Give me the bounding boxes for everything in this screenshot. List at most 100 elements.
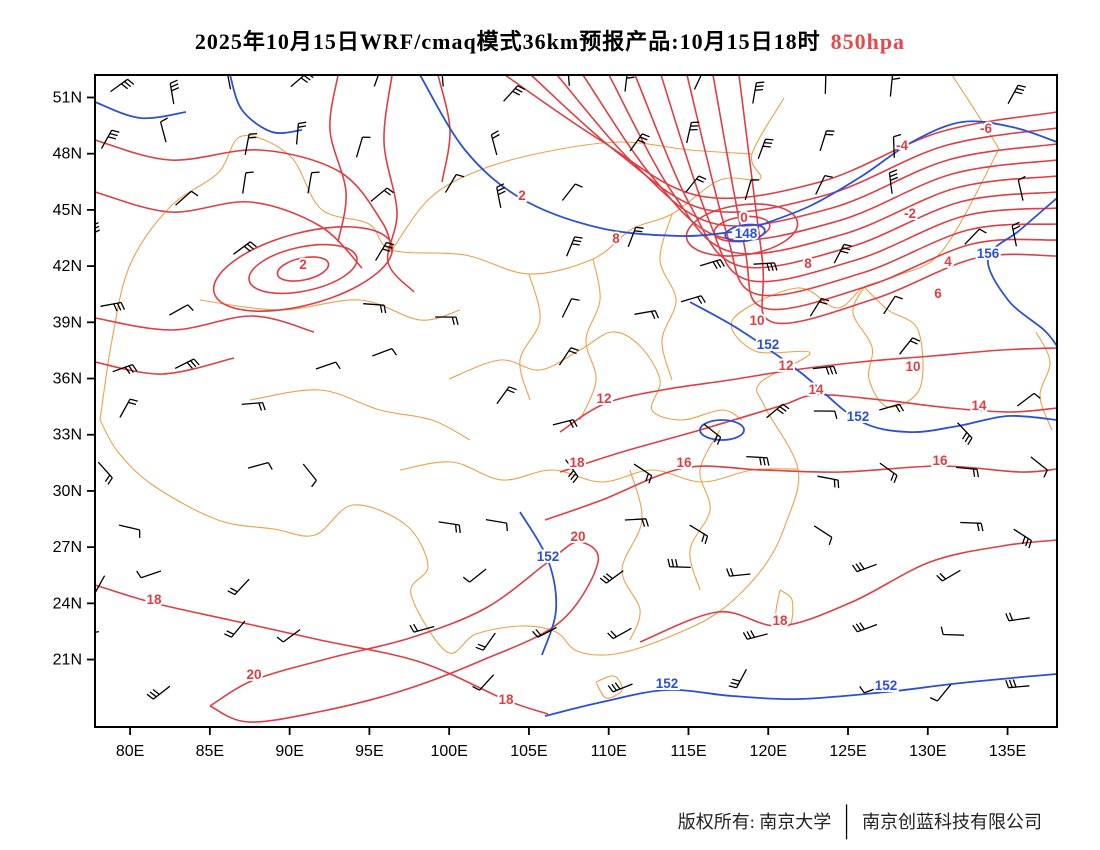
- wind-barb: [833, 243, 852, 264]
- wind-barb: [276, 629, 301, 643]
- temperature-contour-label: 16: [676, 455, 692, 470]
- wind-barb: [883, 295, 903, 315]
- x-axis-label: 120E: [750, 743, 787, 760]
- wind-barb: [817, 475, 840, 489]
- temperature-contour-label: 14: [971, 398, 987, 413]
- wind-barb: [757, 138, 774, 160]
- wind-barb: [940, 626, 965, 636]
- height-contours: [95, 75, 1057, 717]
- wind-barb: [624, 518, 649, 527]
- wind-barb: [373, 75, 380, 87]
- x-axis-label: 100E: [430, 743, 467, 760]
- height-contour-label: 148: [735, 226, 758, 241]
- y-axis-label: 48N: [53, 146, 82, 163]
- y-axis-label: 39N: [53, 314, 82, 331]
- temperature-contour-label: 0: [740, 210, 748, 225]
- wind-barb: [110, 78, 135, 93]
- wind-barb: [438, 521, 461, 534]
- y-axis-label: 21N: [53, 652, 82, 669]
- wind-barb: [634, 310, 660, 319]
- temperature-contour-label: 6: [934, 286, 942, 301]
- wind-barb: [746, 455, 770, 466]
- axis-ticks: [87, 96, 1009, 735]
- x-axis-label: 115E: [670, 743, 706, 760]
- wind-barb: [100, 129, 120, 149]
- temperature-contour-label: 2: [518, 188, 526, 203]
- wind-barb: [532, 626, 557, 638]
- x-axis-label: 130E: [909, 743, 946, 760]
- wind-barb: [1013, 528, 1033, 549]
- wind-barb: [879, 462, 898, 484]
- copyright-company: 南京创蓝科技有限公司: [862, 812, 1042, 832]
- copyright-owner: 版权所有: 南京大学: [677, 812, 832, 832]
- wind-barb: [851, 562, 877, 573]
- wind-barb: [1007, 84, 1026, 105]
- wind-barb: [159, 117, 168, 143]
- temperature-contour-label: 18: [772, 613, 788, 628]
- wind-barb: [409, 623, 435, 633]
- wind-barb: [700, 258, 725, 270]
- x-axis-label: 90E: [275, 743, 303, 760]
- wind-barb: [685, 175, 707, 193]
- y-axis-label: 36N: [53, 371, 82, 388]
- temperature-contour-label: -4: [896, 138, 908, 153]
- wind-barb: [227, 75, 232, 90]
- y-axis-label: 27N: [53, 539, 82, 556]
- wind-barb: [809, 297, 830, 317]
- wind-barb: [295, 121, 307, 145]
- wind-barb: [169, 79, 180, 105]
- x-axis-label: 110E: [591, 743, 627, 760]
- wind-barb: [118, 524, 141, 538]
- temperature-contour-label: 14: [808, 382, 824, 397]
- x-axis-label: 80E: [116, 743, 144, 760]
- temperature-contour-label: 16: [932, 453, 948, 468]
- wind-barb: [175, 190, 199, 206]
- temperature-contour-label: 18: [146, 592, 162, 607]
- temperature-contour-label: 12: [778, 358, 793, 373]
- wind-barb: [689, 524, 709, 544]
- wind-barb: [693, 75, 710, 90]
- wind-barb: [444, 173, 465, 193]
- wind-barb: [889, 75, 901, 97]
- wind-barb: [888, 169, 899, 194]
- wind-barb: [247, 461, 273, 470]
- height-contour-label: 152: [656, 676, 679, 691]
- wind-barb: [472, 674, 495, 691]
- y-axis-label: 24N: [53, 595, 82, 612]
- height-contour-label: 152: [757, 337, 780, 352]
- y-axis-label: 33N: [53, 427, 82, 444]
- temperature-contour-label: 10: [749, 313, 764, 328]
- wind-barb: [633, 463, 653, 484]
- wind-barb: [813, 525, 833, 546]
- wind-barb: [812, 365, 838, 375]
- temperature-contour-label: -2: [904, 206, 916, 221]
- wind-barb: [146, 685, 171, 700]
- wind-barb: [307, 171, 320, 194]
- height-contour-label: 156: [977, 246, 1000, 261]
- wind-barb: [462, 568, 487, 583]
- wind-barb: [929, 684, 952, 702]
- copyright-footer: 版权所有: 南京大学 │ 南京创蓝科技有限公司: [677, 804, 1042, 836]
- wind-barb: [169, 304, 194, 316]
- wind-barb: [95, 575, 106, 595]
- height-contour-label: 152: [537, 549, 560, 564]
- temperature-contour-label: 18: [569, 455, 585, 470]
- temperature-contour-label: 20: [570, 529, 585, 544]
- wind-barb: [892, 133, 902, 158]
- wind-barb: [726, 567, 751, 577]
- wind-barb: [607, 627, 632, 640]
- wind-barb: [815, 174, 833, 195]
- temperature-contours: [95, 75, 1057, 723]
- wind-barb: [552, 419, 578, 429]
- temperature-contour-label: 2: [299, 257, 307, 272]
- wind-barb: [566, 236, 583, 257]
- footer-divider: │: [840, 804, 853, 837]
- y-axis-label: 42N: [53, 258, 82, 275]
- wind-barb: [1011, 221, 1021, 247]
- wind-barb: [490, 130, 500, 156]
- wind-barb: [355, 136, 371, 158]
- wind-barb: [819, 130, 835, 152]
- axis-labels: 80E 85E 90E 95E 100E 105E 110E 115E 120E 125E 130E…: [53, 89, 1027, 760]
